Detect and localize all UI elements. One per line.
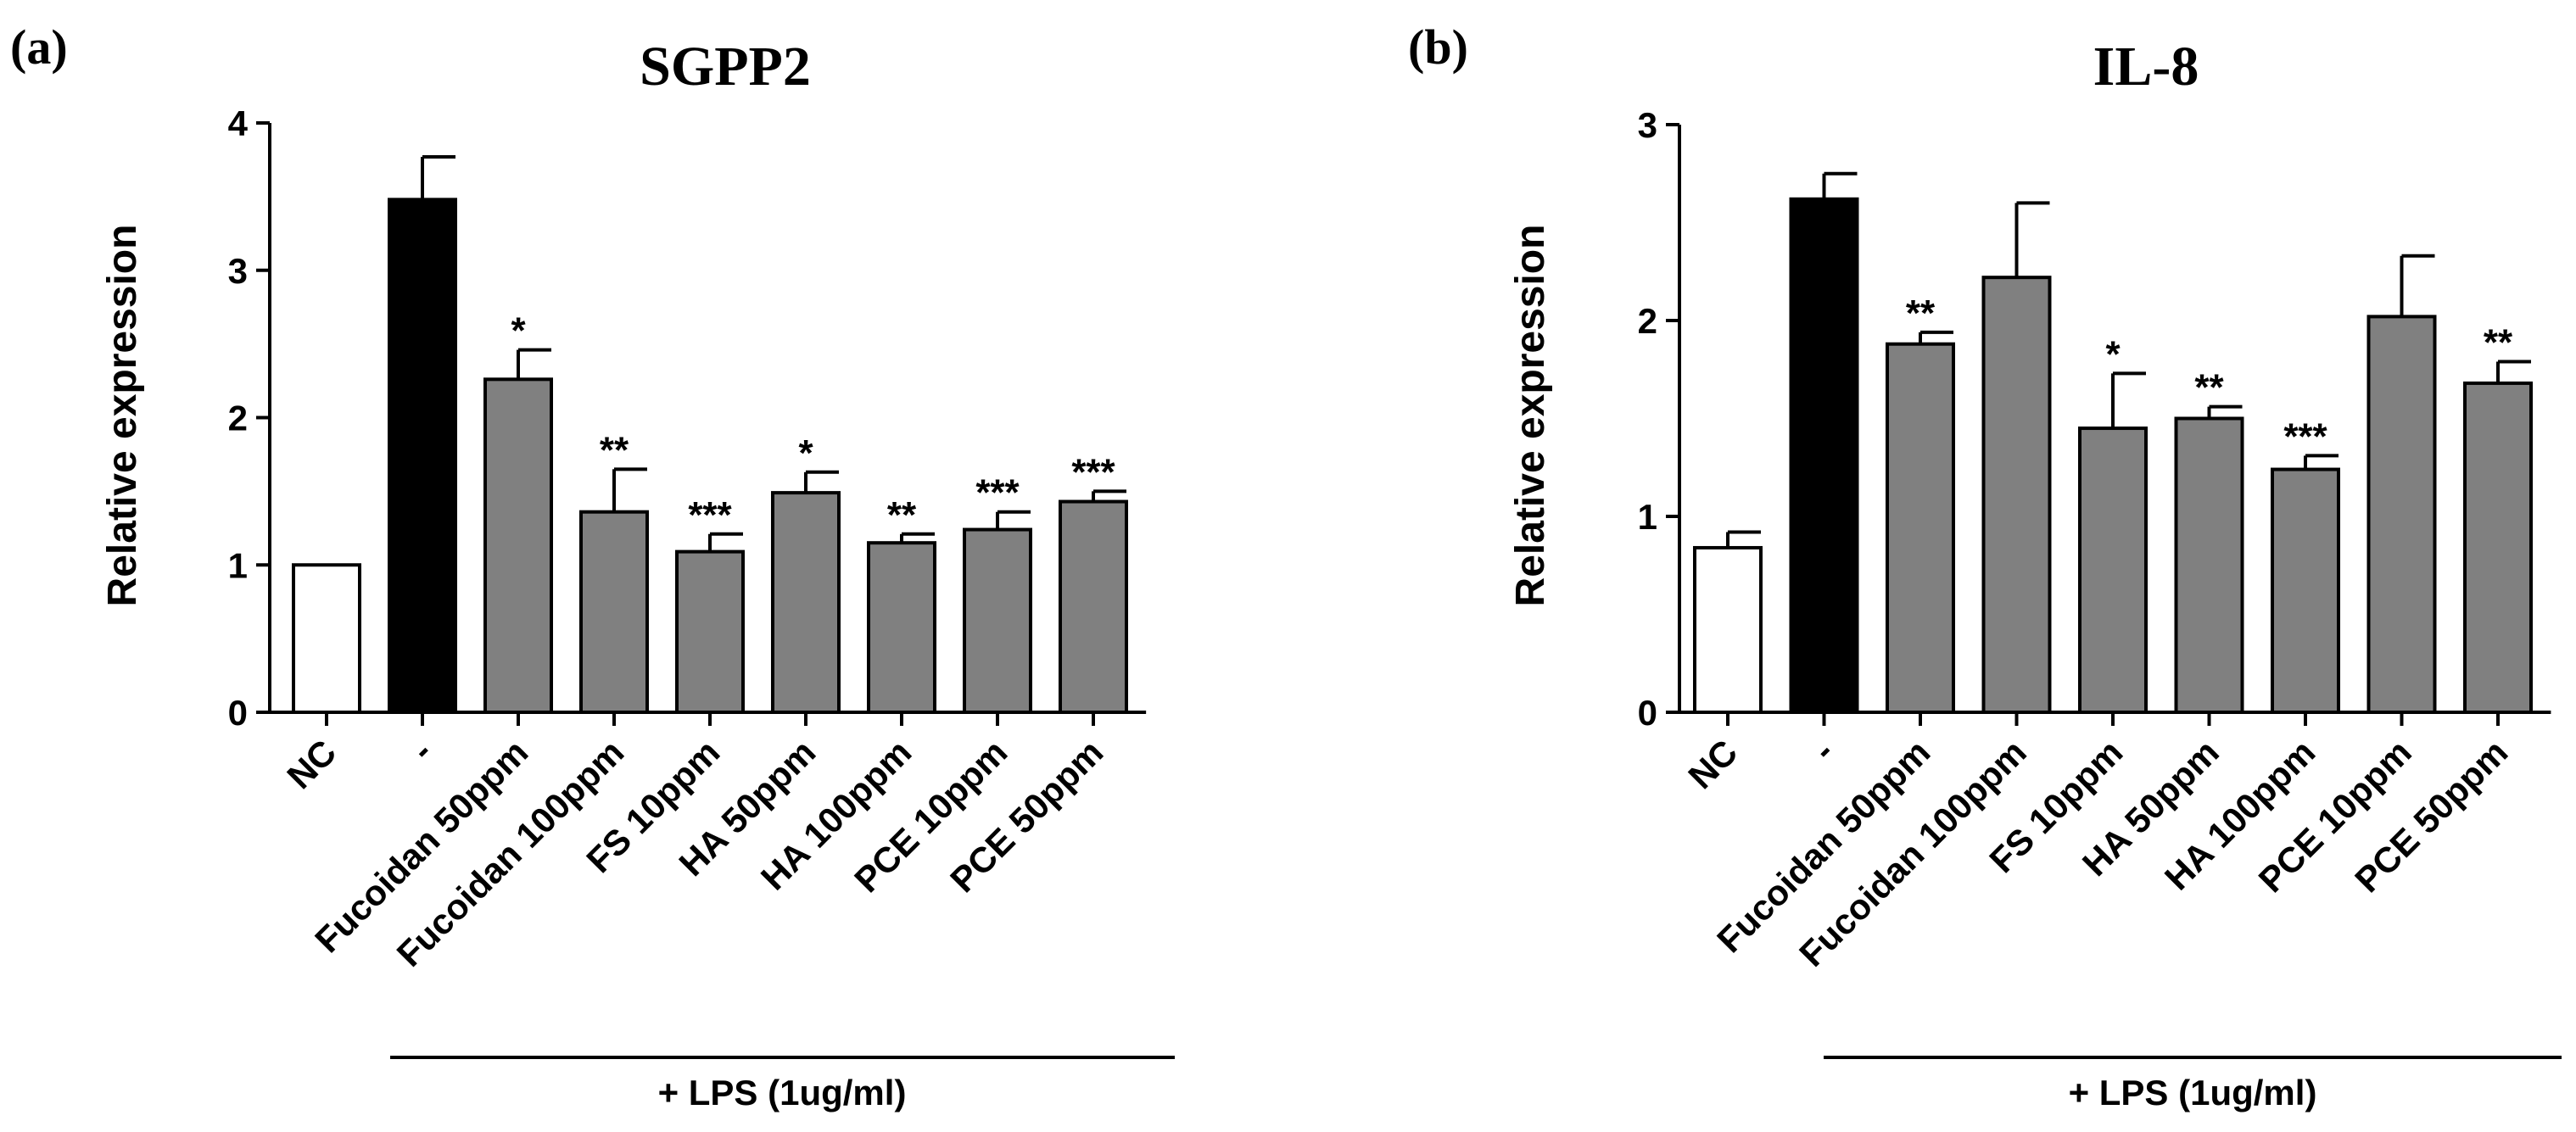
panel-b-letter: (b) <box>1408 20 1468 75</box>
panel-b-significance-label: *** <box>2283 415 2327 457</box>
panel-a-significance-label: ** <box>600 429 629 471</box>
panel-a-significance-label: ** <box>887 494 917 536</box>
panel-a-bar <box>579 510 649 715</box>
panel-a-significance-label: *** <box>688 494 732 536</box>
panel-a-y-tick-label: 4 <box>228 103 249 143</box>
panel-b-category-label: - <box>1805 732 1841 768</box>
panel-a-title: SGPP2 <box>640 36 811 98</box>
panel-a-significance-label: * <box>798 432 813 474</box>
panel-a-lps-label: + LPS (1ug/ml) <box>658 1073 907 1112</box>
panel-a-bar <box>771 491 841 714</box>
panel-b-bar <box>2078 427 2148 714</box>
panel-a-category-label: - <box>403 732 439 768</box>
panel-b-y-axis-label: Relative expression <box>1508 225 1553 607</box>
panel-a-y-tick-label: 1 <box>228 545 248 585</box>
panel-b-y-tick-label: 0 <box>1638 693 1657 733</box>
panel-a-bar <box>867 541 936 714</box>
panel-b-y-tick-label: 1 <box>1638 497 1657 537</box>
panel-b-significance-label: ** <box>2194 367 2224 409</box>
panel-b-bar <box>2366 315 2437 714</box>
panel-b-y-tick-label: 3 <box>1638 105 1657 145</box>
panel-a-significance-label: *** <box>1071 451 1115 493</box>
panel-b-significance-label: ** <box>1906 293 1936 334</box>
panel-a-bar <box>675 549 745 714</box>
panel-a-category-label: NC <box>279 732 344 796</box>
panel-a-y-tick-label: 2 <box>228 399 248 438</box>
panel-a-bar <box>963 527 1032 714</box>
panel-a-letter: (a) <box>10 20 68 75</box>
panel-b-title: IL-8 <box>2093 36 2199 98</box>
panel-a-significance-label: *** <box>975 472 1020 514</box>
panel-b-bar <box>1886 342 1955 714</box>
panel-a-y-tick-label: 0 <box>228 693 248 733</box>
panel-a-y-tick-label: 3 <box>228 251 248 291</box>
panel-b-bar <box>2174 416 2244 714</box>
panel-b-bar <box>1693 545 1763 715</box>
panel-a-bar <box>388 198 457 715</box>
panel-b-category-label: NC <box>1680 732 1745 796</box>
panel-b-significance-label: ** <box>2484 322 2513 364</box>
panel-b-bar <box>1981 276 2052 714</box>
panel-b-y-tick-label: 2 <box>1638 301 1657 341</box>
panel-a-bar <box>292 563 361 714</box>
panel-b-bar <box>2463 381 2533 714</box>
panel-b-lps-label: + LPS (1ug/ml) <box>2069 1073 2317 1112</box>
panel-b-significance-label: * <box>2105 333 2121 375</box>
panel-a-bar <box>483 377 553 714</box>
panel-b-bar <box>1789 197 1859 714</box>
panel-b-bar <box>2271 467 2340 714</box>
panel-a-significance-label: * <box>511 310 526 352</box>
panel-a-y-axis-label: Relative expression <box>100 225 145 607</box>
panel-a-bar <box>1059 499 1128 714</box>
